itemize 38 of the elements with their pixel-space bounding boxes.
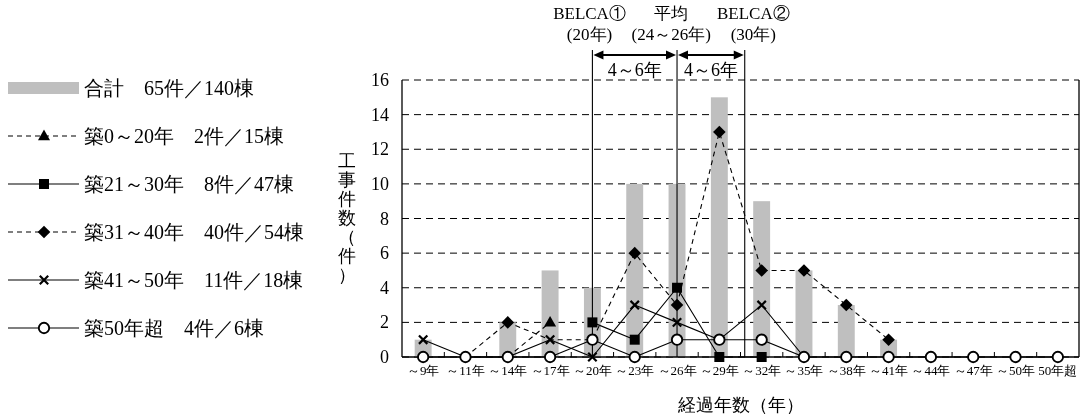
x-tick-label: ～41年 [869, 363, 909, 379]
y-tick-label: 10 [371, 173, 389, 195]
x-tick-label: ～11年 [446, 363, 485, 379]
x-tick-label: ～29年 [699, 363, 739, 379]
x-tick-label: ～23年 [615, 363, 655, 379]
x-tick-label: ～26年 [657, 363, 697, 379]
y-tick-label: 8 [380, 208, 389, 229]
x-tick-label: ～14年 [488, 363, 528, 379]
legend-label: 築41～50年 11件／18棟 [84, 268, 304, 292]
y-tick-label: 12 [371, 138, 389, 160]
x-tick-label: ～20年 [572, 363, 612, 379]
x-axis-title: 経過年数（年） [677, 395, 804, 416]
legend-label: 築0～20年 2件／15棟 [84, 124, 284, 148]
x-tick-label: ～35年 [784, 363, 824, 379]
y-axis-title: 工事件数（件） [338, 150, 356, 286]
ref-line-label: 平均 (24～26年) [631, 4, 711, 45]
ref-line-label: BELCA① (20年) [553, 4, 626, 45]
x-tick-label: 50年超 [1038, 363, 1078, 379]
x-tick-label: ～47年 [953, 363, 993, 379]
y-tick-label: 0 [380, 346, 389, 368]
y-tick-label: 16 [371, 69, 389, 91]
legend-label: 築50年超 4件／6棟 [84, 316, 264, 340]
text: BELCA② (30年) [716, 4, 790, 45]
text: 4～6年 [607, 60, 662, 81]
x-tick-label: ～17年 [530, 363, 570, 379]
x-tick-label: ～44年 [911, 363, 951, 379]
x-tick-label: ～9年 [406, 363, 440, 379]
legend-label: 合計 65件／140棟 [84, 76, 254, 100]
legend-label: 築31～40年 40件／54棟 [84, 220, 304, 244]
y-tick-label: 6 [380, 242, 389, 264]
y-tick-label: 14 [371, 104, 389, 125]
x-tick-label: ～32年 [742, 363, 782, 379]
x-tick-label: ～50年 [996, 363, 1036, 379]
legend-label: 築21～30年 8件／47棟 [84, 172, 294, 196]
text: 4～6年 [683, 60, 738, 81]
y-tick-label: 4 [380, 277, 389, 299]
x-tick-label: ～38年 [826, 363, 866, 379]
y-tick-label: 2 [380, 312, 389, 333]
